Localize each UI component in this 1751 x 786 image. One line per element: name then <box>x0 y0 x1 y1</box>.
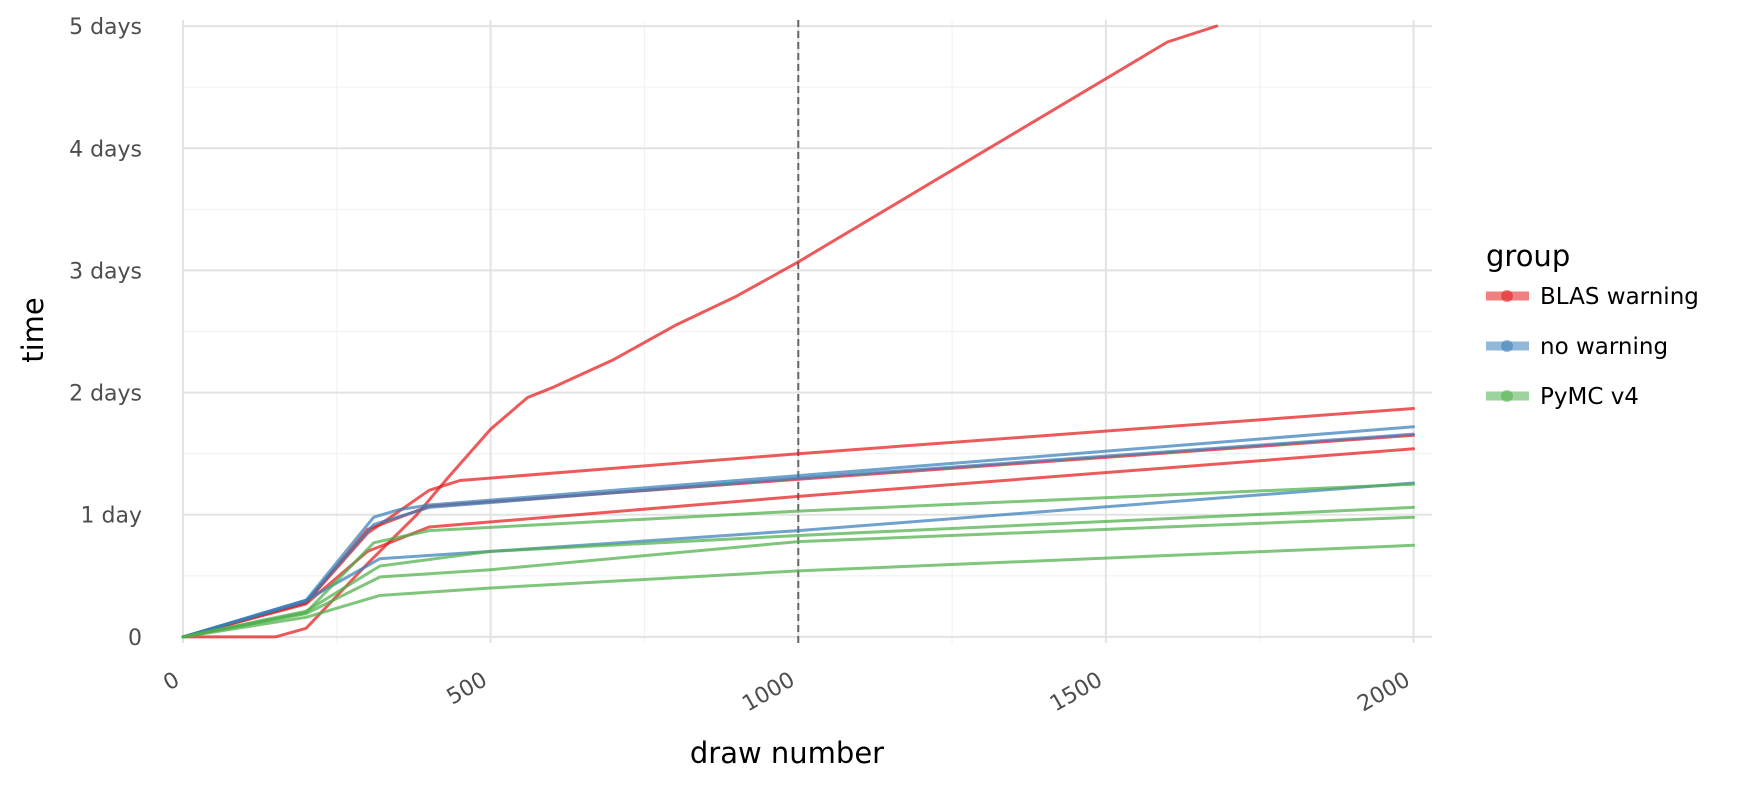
legend-entry: PyMC v4 <box>1486 384 1639 410</box>
y-tick-label: 2 days <box>69 382 142 407</box>
legend-key-dot <box>1501 290 1513 302</box>
series-line-10 <box>181 515 1415 639</box>
legend-key-dot <box>1501 390 1513 402</box>
legend-entry: BLAS warning <box>1486 284 1699 310</box>
y-axis-ticks: 0 1 day 2 days 3 days 4 days 5 days <box>69 15 142 651</box>
x-tick-label: 500 <box>443 668 492 711</box>
legend-label: BLAS warning <box>1540 284 1699 310</box>
y-tick-label: 5 days <box>69 15 142 40</box>
x-tick-label: 1500 <box>1046 668 1107 718</box>
y-tick-label: 1 day <box>81 504 142 529</box>
x-tick-label: 2000 <box>1354 668 1415 718</box>
legend-key-dot <box>1501 340 1513 352</box>
minor-gridlines <box>183 20 1432 643</box>
y-axis-title: time <box>16 297 50 363</box>
series-lines <box>181 24 1415 639</box>
legend-label: no warning <box>1540 334 1668 360</box>
series-line-9 <box>181 505 1415 639</box>
y-tick-label: 3 days <box>69 259 142 284</box>
series-line-4 <box>181 447 1415 639</box>
legend-entry: no warning <box>1486 334 1668 360</box>
x-tick-label: 1000 <box>738 668 799 718</box>
y-tick-label: 0 <box>128 626 142 651</box>
x-axis-title: draw number <box>690 736 884 770</box>
legend-label: PyMC v4 <box>1540 384 1639 410</box>
series-line-7 <box>181 481 1415 639</box>
x-tick-label: 0 <box>159 668 184 697</box>
legend-title: group <box>1486 239 1570 273</box>
legend: group BLAS warning no warning PyMC v4 <box>1486 239 1699 410</box>
y-tick-label: 4 days <box>69 137 142 162</box>
x-axis-ticks: 0 500 1000 1500 2000 <box>159 668 1414 718</box>
series-line-11 <box>181 543 1415 639</box>
series-line-1 <box>181 24 1219 639</box>
